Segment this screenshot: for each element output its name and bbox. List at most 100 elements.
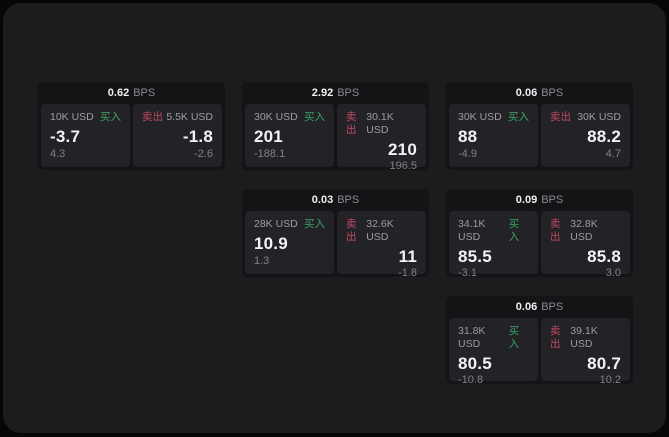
sell-delta: -2.6: [194, 148, 213, 160]
sell-side-label: 卖出: [142, 111, 163, 123]
quote-card: 0.62 BPS 10K USD 买入 -3.7 4.3 卖出 5.5K USD: [38, 82, 225, 170]
sell-delta: 196.5: [389, 160, 417, 172]
sell-panel-header: 卖出 30.1K USD: [346, 111, 417, 137]
quote-card-grid: 0.62 BPS 10K USD 买入 -3.7 4.3 卖出 5.5K USD: [38, 82, 633, 386]
spread-header: 0.09 BPS: [446, 189, 633, 211]
buy-panel[interactable]: 28K USD 买入 10.9 1.3: [245, 211, 334, 274]
buy-delta: -4.9: [458, 148, 477, 160]
bps-unit-label: BPS: [337, 194, 360, 206]
buy-panel[interactable]: 34.1K USD 买入 85.5 -3.1: [449, 211, 538, 279]
sell-panel[interactable]: 卖出 32.6K USD 11 -1.8: [337, 211, 426, 279]
buy-panel[interactable]: 10K USD 买入 -3.7 4.3: [41, 104, 130, 167]
sell-panel[interactable]: 卖出 5.5K USD -1.8 -2.6: [133, 104, 222, 167]
buy-panel-header: 28K USD 买入: [254, 218, 325, 231]
sell-side-label: 卖出: [550, 325, 561, 350]
buy-side-label: 买入: [100, 111, 121, 123]
buy-panel-header: 10K USD 买入: [50, 111, 121, 124]
sell-price: 88.2: [587, 127, 621, 146]
sell-side-label: 卖出: [346, 111, 357, 136]
buy-delta: -3.1: [458, 267, 477, 279]
buy-panel-header: 30K USD 买入: [254, 111, 325, 124]
sell-panel-header: 卖出 39.1K USD: [550, 325, 621, 351]
buy-delta: 1.3: [254, 255, 270, 267]
sell-price: 80.7: [587, 354, 621, 373]
quote-panels: 10K USD 买入 -3.7 4.3 卖出 5.5K USD -1.8 -2.…: [38, 104, 225, 170]
sell-panel[interactable]: 卖出 32.8K USD 85.8 3.0: [541, 211, 630, 279]
spread-value: 0.09: [515, 194, 538, 206]
quote-card: 0.09 BPS 34.1K USD 买入 85.5 -3.1 卖出 32.8K…: [446, 189, 633, 279]
spread-value: 0.62: [107, 87, 130, 99]
quote-card: 0.06 BPS 31.8K USD 买入 80.5 -10.8 卖出 39.1…: [446, 296, 633, 386]
spread-header: 0.06 BPS: [446, 82, 633, 104]
sell-panel[interactable]: 卖出 39.1K USD 80.7 10.2: [541, 318, 630, 386]
buy-price: -3.7: [50, 127, 81, 146]
bps-unit-label: BPS: [133, 87, 156, 99]
sell-panel-header: 卖出 5.5K USD: [142, 111, 213, 124]
quote-card: 2.92 BPS 30K USD 买入 201 -188.1 卖出 30.1K …: [242, 82, 429, 172]
buy-delta: -10.8: [458, 374, 484, 386]
buy-side-label: 买入: [508, 325, 520, 350]
sell-notional: 39.1K USD: [570, 325, 598, 350]
buy-side-label: 买入: [304, 218, 325, 230]
sell-panel-header: 卖出 32.8K USD: [550, 218, 621, 244]
sell-side-label: 卖出: [550, 218, 561, 243]
spread-header: 0.62 BPS: [38, 82, 225, 104]
buy-side-label: 买入: [508, 218, 520, 243]
quote-card: 0.03 BPS 28K USD 买入 10.9 1.3 卖出 32.6K US…: [242, 189, 429, 279]
sell-panel[interactable]: 卖出 30.1K USD 210 196.5: [337, 104, 426, 172]
bps-unit-label: BPS: [541, 87, 564, 99]
sell-side-label: 卖出: [550, 111, 571, 123]
sell-price: -1.8: [182, 127, 213, 146]
buy-panel-header: 30K USD 买入: [458, 111, 529, 124]
sell-panel[interactable]: 卖出 30K USD 88.2 4.7: [541, 104, 630, 167]
buy-price: 85.5: [458, 247, 492, 266]
buy-panel-header: 34.1K USD 买入: [458, 218, 529, 244]
sell-panel-header: 卖出 32.6K USD: [346, 218, 417, 244]
sell-price: 85.8: [587, 247, 621, 266]
buy-notional: 30K USD: [254, 111, 298, 123]
sell-price: 11: [398, 247, 417, 266]
buy-panel-header: 31.8K USD 买入: [458, 325, 529, 351]
quote-panels: 30K USD 买入 201 -188.1 卖出 30.1K USD 210 1…: [242, 104, 429, 172]
bps-unit-label: BPS: [541, 194, 564, 206]
buy-side-label: 买入: [304, 111, 325, 123]
sell-side-label: 卖出: [346, 218, 357, 243]
buy-panel[interactable]: 30K USD 买入 88 -4.9: [449, 104, 538, 167]
buy-panel[interactable]: 31.8K USD 买入 80.5 -10.8: [449, 318, 538, 386]
sell-delta: 3.0: [605, 267, 621, 279]
sell-notional: 30K USD: [577, 111, 621, 123]
sell-price: 210: [388, 140, 417, 159]
spread-header: 0.03 BPS: [242, 189, 429, 211]
spread-header: 2.92 BPS: [242, 82, 429, 104]
buy-notional: 28K USD: [254, 218, 298, 230]
buy-price: 201: [254, 127, 283, 146]
sell-notional: 32.8K USD: [570, 218, 598, 243]
sell-delta: 4.7: [605, 148, 621, 160]
quote-card: 0.06 BPS 30K USD 买入 88 -4.9 卖出 30K USD: [446, 82, 633, 170]
buy-notional: 31.8K USD: [458, 325, 486, 350]
sell-panel-header: 卖出 30K USD: [550, 111, 621, 124]
sell-notional: 30.1K USD: [366, 111, 394, 136]
buy-notional: 10K USD: [50, 111, 94, 123]
buy-panel[interactable]: 30K USD 买入 201 -188.1: [245, 104, 334, 167]
sell-delta: -1.8: [398, 267, 417, 279]
spread-value: 0.06: [515, 301, 538, 313]
buy-notional: 34.1K USD: [458, 218, 486, 243]
buy-delta: 4.3: [50, 148, 66, 160]
sell-delta: 10.2: [599, 374, 621, 386]
quote-panels: 31.8K USD 买入 80.5 -10.8 卖出 39.1K USD 80.…: [446, 318, 633, 386]
quote-panels: 34.1K USD 买入 85.5 -3.1 卖出 32.8K USD 85.8…: [446, 211, 633, 279]
sell-notional: 5.5K USD: [166, 111, 213, 123]
quote-panels: 28K USD 买入 10.9 1.3 卖出 32.6K USD 11 -1.8: [242, 211, 429, 279]
buy-price: 88: [458, 127, 478, 146]
spread-header: 0.06 BPS: [446, 296, 633, 318]
spread-value: 0.03: [311, 194, 334, 206]
buy-price: 80.5: [458, 354, 492, 373]
quote-panels: 30K USD 买入 88 -4.9 卖出 30K USD 88.2 4.7: [446, 104, 633, 170]
buy-notional: 30K USD: [458, 111, 502, 123]
bps-unit-label: BPS: [541, 301, 564, 313]
buy-side-label: 买入: [508, 111, 529, 123]
bps-unit-label: BPS: [337, 87, 360, 99]
spread-value: 0.06: [515, 87, 538, 99]
